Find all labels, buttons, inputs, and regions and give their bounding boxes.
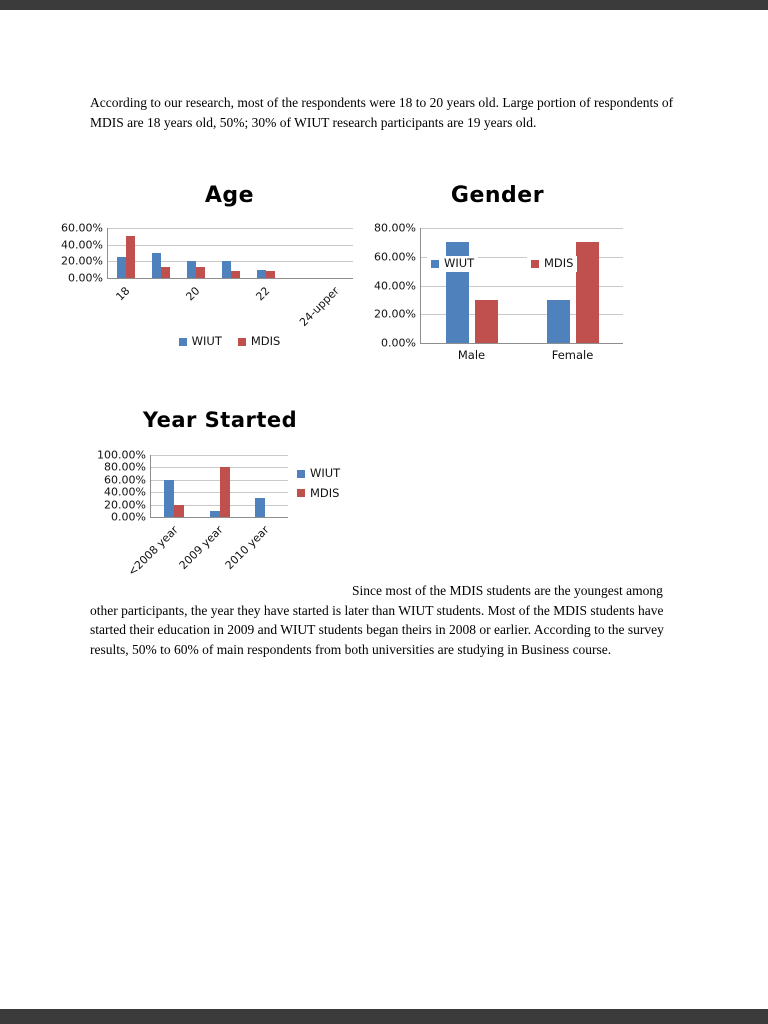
year-started-chart-title: Year Started xyxy=(142,408,298,432)
y-axis-label: 40.00% xyxy=(374,279,416,292)
y-axis-label: 20.00% xyxy=(374,307,416,321)
x-axis-label: <2008 year xyxy=(124,523,181,579)
bar-wiut-18 xyxy=(116,257,126,278)
legend-swatch-mdis xyxy=(297,489,305,498)
legend-label: MDIS xyxy=(544,256,574,270)
legend-item-wiut: WIUT xyxy=(297,466,341,480)
legend-label: WIUT xyxy=(444,256,475,270)
x-axis-label: 24-upper xyxy=(297,284,342,329)
gridline xyxy=(151,455,288,456)
legend-item-mdis: MDIS xyxy=(297,485,340,500)
gridline xyxy=(421,228,623,229)
age-chart-plot: 0.00% 20.00% 40.00% 60.00% 18 20 22 24-upper xyxy=(61,223,353,329)
bar-mdis-<2008 year xyxy=(173,504,184,517)
gridline xyxy=(421,314,623,316)
y-axis-label: 20.00% xyxy=(104,498,146,512)
legend-swatch-wiut xyxy=(431,259,439,268)
gridline xyxy=(421,285,623,287)
gridline xyxy=(108,261,353,263)
y-axis-label: 60.00% xyxy=(61,221,103,235)
bar-wiut-20 xyxy=(186,261,196,278)
x-axis-label: 2010 year xyxy=(222,523,272,573)
y-axis-label: 60.00% xyxy=(104,473,146,487)
gridline xyxy=(108,228,353,229)
age-chart-title: Age xyxy=(204,183,255,208)
legend-item-mdis: MDIS xyxy=(237,334,281,348)
y-axis-label: 100.00% xyxy=(97,448,146,462)
gender-chart: Gender 0.00% 20.00% 40.00% 60.00% 80.00% Male… xyxy=(370,183,630,368)
x-axis-label: 2009 year xyxy=(177,523,226,573)
gridline xyxy=(421,256,623,258)
bar-wiut-22 xyxy=(256,269,266,278)
bar-wiut-<2008 year xyxy=(163,479,174,517)
bar-mdis-20 xyxy=(195,267,205,278)
legend-swatch-mdis xyxy=(531,259,539,268)
gridline xyxy=(108,244,353,246)
x-axis-label: 22 xyxy=(252,284,272,304)
year-started-chart: Year Started 0.00% 20.00% 40.00% 60.00% 80.0… xyxy=(95,408,370,588)
intro-paragraph: According to our research, most of the r… xyxy=(90,95,674,130)
x-axis-label: 20 xyxy=(182,284,202,304)
year-started-chart-legend: WIUT MDIS xyxy=(297,466,341,500)
viewer-top-bar xyxy=(0,0,768,10)
bar-wiut-Female xyxy=(546,299,570,343)
bar-wiut-21 xyxy=(221,261,231,278)
y-axis-label: 80.00% xyxy=(104,460,146,474)
x-axis-label: 18 xyxy=(112,284,132,304)
legend-item-wiut: WIUT xyxy=(427,256,479,272)
y-axis-label: 20.00% xyxy=(61,254,103,268)
y-axis-label: 40.00% xyxy=(104,485,146,499)
age-chart: Age 0.00% 20.00% 40.00% 60.00% 18 20 22 24-uppe… xyxy=(60,183,365,363)
bar-mdis-Male xyxy=(474,299,498,343)
gender-chart-plot: 0.00% 20.00% 40.00% 60.00% 80.00% Male Female W… xyxy=(374,223,623,362)
y-axis-label: 40.00% xyxy=(61,238,103,252)
x-axis-label: Male xyxy=(457,348,486,362)
legend-item-mdis: MDIS xyxy=(527,256,578,272)
gender-chart-title: Gender xyxy=(450,183,545,208)
legend-swatch-wiut xyxy=(297,469,305,478)
y-axis-label: 0.00% xyxy=(381,336,416,350)
bar-mdis-2009 year xyxy=(219,467,230,517)
y-axis-label: 60.00% xyxy=(374,250,416,264)
y-axis-label: 80.00% xyxy=(374,221,416,235)
legend-label: WIUT xyxy=(191,334,222,348)
legend-label: MDIS xyxy=(250,334,281,348)
legend-label: MDIS xyxy=(310,485,340,500)
y-axis-label: 0.00% xyxy=(111,510,146,524)
legend-label: WIUT xyxy=(310,466,341,480)
bar-wiut-19 xyxy=(151,253,161,278)
conclusion-paragraph: Since most of the MDIS students are the … xyxy=(90,583,664,657)
bar-mdis-19 xyxy=(160,267,170,278)
bar-mdis-18 xyxy=(125,236,135,278)
legend-swatch-wiut xyxy=(178,337,187,346)
age-chart-legend: WIUT MDIS xyxy=(107,334,352,348)
x-axis-label: Female xyxy=(551,348,594,362)
y-axis-label: 0.00% xyxy=(68,271,103,285)
bar-mdis-21 xyxy=(230,271,240,278)
viewer-bottom-bar xyxy=(0,1009,768,1024)
legend-swatch-mdis xyxy=(237,337,246,346)
year-started-chart-plot: 0.00% 20.00% 40.00% 60.00% 80.00% 100.00% <200… xyxy=(97,450,288,579)
bar-wiut-2009 year xyxy=(209,510,220,517)
legend-item-wiut: WIUT xyxy=(178,334,222,348)
bar-wiut-2010 year xyxy=(255,498,266,517)
bar-mdis-Female xyxy=(575,242,599,343)
bar-mdis-22 xyxy=(265,271,275,278)
